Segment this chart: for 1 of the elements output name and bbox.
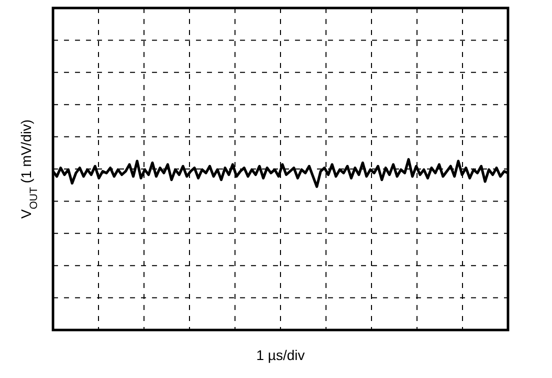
x-axis-title: 1 µs/div (256, 347, 305, 363)
